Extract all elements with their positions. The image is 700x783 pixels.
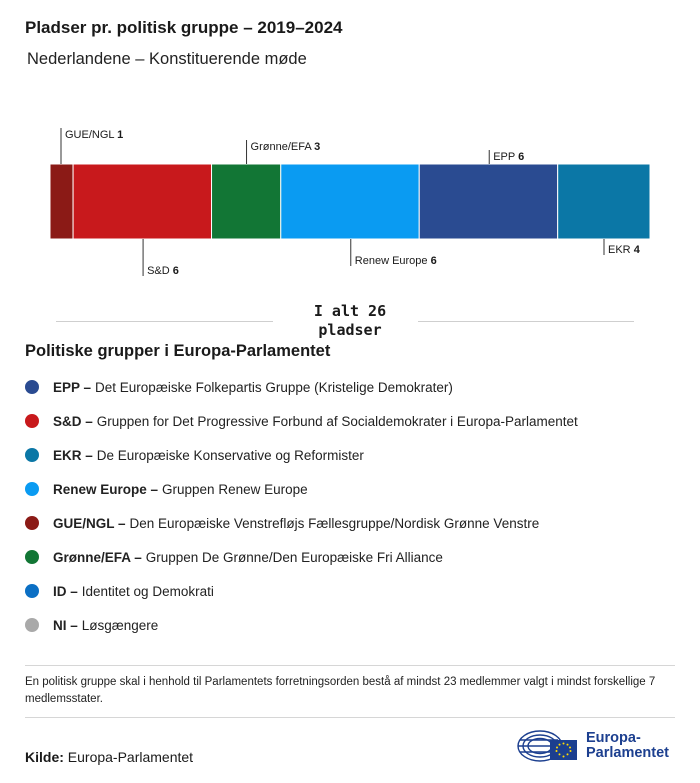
divider-top	[25, 665, 675, 666]
bar-label: EKR 4	[608, 244, 641, 256]
legend-description: Den Europæiske Venstrefløjs Fællesgruppe…	[129, 515, 540, 531]
legend-description: Det Europæiske Folkepartis Gruppe (Krist…	[95, 379, 453, 395]
legend-item: GUE/NGL – Den Europæiske Venstrefløjs Fæl…	[25, 506, 578, 540]
bar-segment	[72, 163, 213, 240]
total-divider-left	[56, 321, 273, 322]
legend-description: Gruppen Renew Europe	[162, 481, 308, 497]
bar-label: EPP 6	[493, 151, 524, 163]
bar-segment	[211, 163, 282, 240]
legend-dot-icon	[25, 482, 39, 496]
legend-abbr: NI –	[53, 617, 78, 633]
footnote: En politisk gruppe skal i henhold til Pa…	[25, 676, 656, 705]
legend-item: Grønne/EFA – Gruppen De Grønne/Den Europæ…	[25, 540, 578, 574]
divider-bottom	[25, 717, 675, 718]
parliament-emblem-icon	[517, 730, 577, 762]
legend-abbr: ID –	[53, 583, 78, 599]
logo-line-1: Europa-	[586, 730, 641, 746]
source-value: Europa-Parlamentet	[67, 749, 194, 765]
legend-abbr: EPP –	[53, 379, 92, 395]
legend-dot-icon	[25, 550, 39, 564]
total-seats: I alt 26 pladser	[300, 302, 400, 340]
legend-abbr: S&D –	[53, 413, 93, 429]
stacked-bar-chart: GUE/NGL 1 S&D 6 Grønne/EFA 3 Renew Europe 6…	[49, 128, 651, 277]
legend-item: Renew Europe – Gruppen Renew Europe	[25, 472, 578, 506]
legend-dot-icon	[25, 448, 39, 462]
legend-item: NI – Løsgængere	[25, 608, 578, 642]
bar-segment	[280, 163, 420, 240]
chart-title: Pladser pr. politisk gruppe – 2019–2024	[25, 18, 343, 37]
legend-dot-icon	[25, 380, 39, 394]
bar-segment	[557, 163, 651, 240]
legend-description: Identitet og Demokrati	[81, 583, 214, 599]
legend-item: EPP – Det Europæiske Folkepartis Gruppe (…	[25, 370, 578, 404]
source: Kilde: Europa-Parlamentet	[25, 749, 193, 765]
bar-label: Grønne/EFA 3	[251, 141, 321, 153]
legend-description: De Europæiske Konservative og Reformiste…	[96, 447, 364, 463]
legend-abbr: Grønne/EFA –	[53, 549, 142, 565]
legend-description: Gruppen for Det Progressive Forbund af S…	[96, 413, 578, 429]
legend-dot-icon	[25, 618, 39, 632]
logo-line-2: Parlamentet	[586, 745, 670, 761]
legend-description: Gruppen De Grønne/Den Europæiske Fri All…	[145, 549, 443, 565]
legend-abbr: EKR –	[53, 447, 93, 463]
chart-subtitle: Nederlandene – Konstituerende møde	[27, 50, 307, 68]
legend-abbr: Renew Europe –	[53, 481, 159, 497]
bar-segment	[49, 163, 74, 240]
legend-list: EPP – Det Europæiske Folkepartis Gruppe (…	[25, 370, 578, 642]
legend-item: S&D – Gruppen for Det Progressive Forbund…	[25, 404, 578, 438]
total-line-1: I alt 26	[313, 302, 387, 320]
total-divider-right	[418, 321, 634, 322]
bar-label: S&D 6	[147, 265, 179, 277]
legend-title: Politiske grupper i Europa-Parlamentet	[25, 342, 331, 360]
legend-abbr: GUE/NGL –	[53, 515, 126, 531]
total-line-2: pladser	[318, 321, 382, 339]
legend-dot-icon	[25, 414, 39, 428]
bar-label: GUE/NGL 1	[65, 129, 123, 141]
legend-dot-icon	[25, 584, 39, 598]
legend-item: EKR – De Europæiske Konservative og Refor…	[25, 438, 578, 472]
legend-dot-icon	[25, 516, 39, 530]
legend-description: Løsgængere	[81, 617, 159, 633]
bar-label: Renew Europe 6	[355, 255, 437, 267]
legend-item: ID – Identitet og Demokrati	[25, 574, 578, 608]
europarl-logo: Europa- Parlamentet	[516, 728, 669, 764]
logo-text: Europa- Parlamentet	[586, 731, 669, 761]
source-label: Kilde:	[25, 749, 64, 765]
bar-segment	[418, 163, 559, 240]
